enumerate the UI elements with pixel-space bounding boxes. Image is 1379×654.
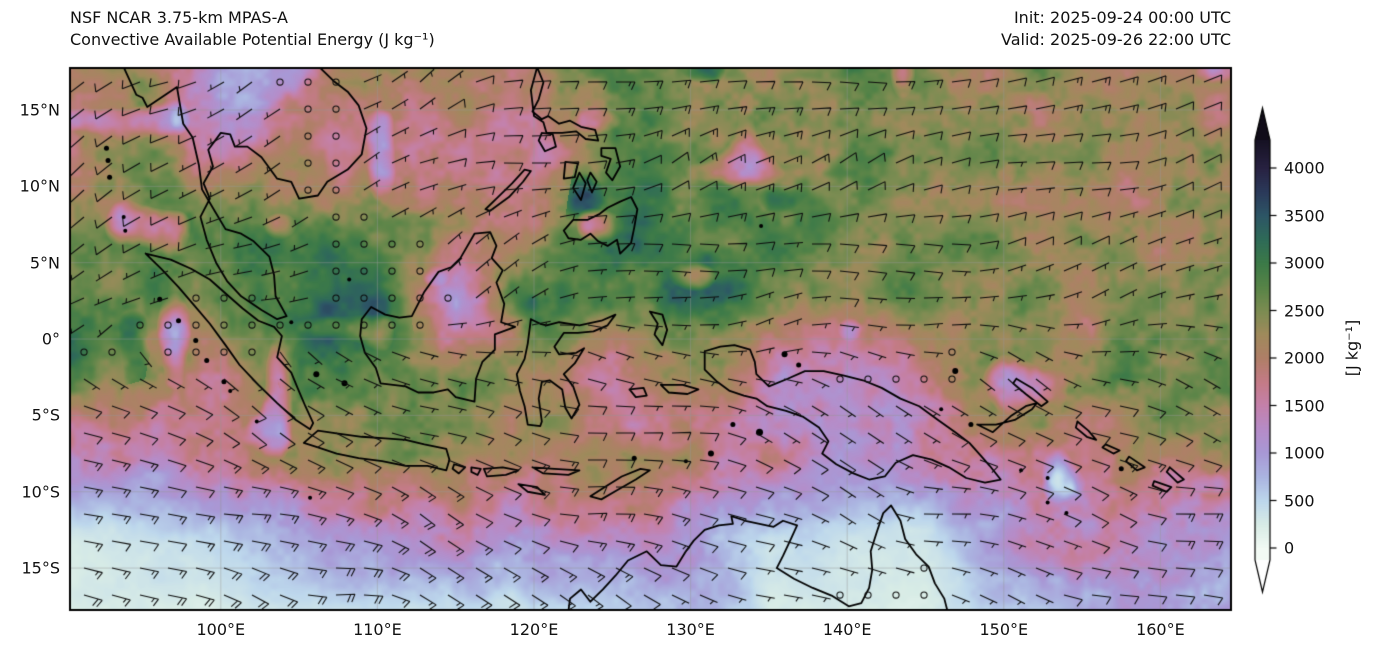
init-time-label: Init: 2025-09-24 00:00 UTC	[1013, 8, 1231, 27]
colorbar-unit-label: [J kg⁻¹]	[1342, 319, 1362, 377]
x-tick-label: 140°E	[822, 620, 872, 639]
x-tick-label: 160°E	[1136, 620, 1185, 639]
colorbar-tick-label: 500	[1284, 491, 1315, 510]
valid-time-label: Valid: 2025-09-26 22:00 UTC	[1000, 30, 1231, 49]
model-title: NSF NCAR 3.75-km MPAS-A	[70, 8, 288, 27]
colorbar-tick-label: 2000	[1284, 348, 1325, 368]
variable-title: Convective Available Potential Energy (J…	[70, 30, 435, 49]
colorbar-tick-label: 0	[1284, 538, 1295, 558]
colorbar-tick-label: 1500	[1284, 396, 1325, 415]
y-tick-label: 5°S	[31, 405, 60, 425]
x-tick-label: 130°E	[666, 620, 715, 639]
y-tick-label: 15°S	[21, 558, 60, 578]
colorbar-tick-label: 3500	[1284, 206, 1325, 225]
x-tick-label: 150°E	[979, 620, 1029, 639]
x-tick-label: 120°E	[509, 620, 559, 639]
y-tick-label: 0°	[41, 329, 60, 349]
colorbar-tick-label: 4000	[1284, 158, 1325, 178]
colorbar-tick-label: 1000	[1284, 443, 1325, 463]
y-tick-label: 15°N	[19, 100, 60, 120]
x-tick-label: 100°E	[196, 620, 246, 639]
y-tick-label: 5°N	[29, 253, 60, 273]
y-tick-label: 10°N	[19, 176, 60, 196]
colorbar-tick-label: 3000	[1284, 253, 1325, 273]
x-tick-label: 110°E	[353, 620, 402, 639]
title-block: NSF NCAR 3.75-km MPAS-A Convective Avail…	[70, 7, 435, 51]
y-tick-label: 10°S	[21, 482, 60, 502]
colorbar-tick-label: 2500	[1284, 301, 1325, 320]
init-valid-block: Init: 2025-09-24 00:00 UTC Valid: 2025-0…	[1001, 7, 1231, 51]
